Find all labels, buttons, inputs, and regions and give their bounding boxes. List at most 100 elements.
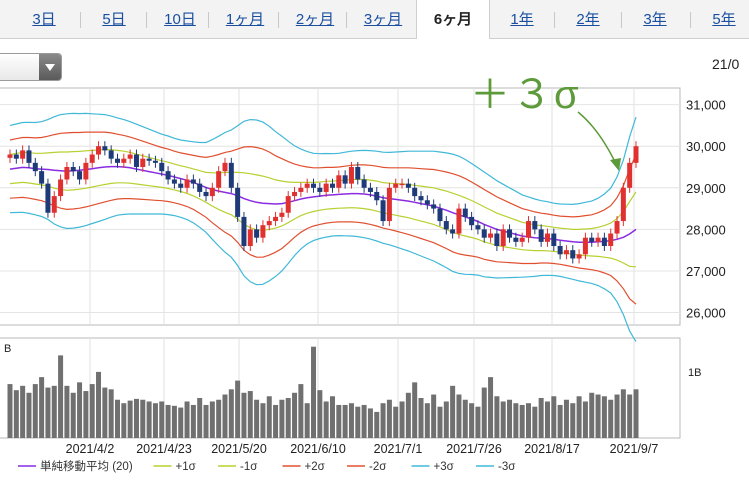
candle-body — [114, 158, 120, 163]
volume-bar — [526, 403, 532, 438]
y-tick-label: 27,000 — [686, 264, 726, 279]
volume-bar — [285, 398, 291, 438]
candle-body — [380, 200, 386, 222]
volume-bar — [627, 394, 633, 438]
volume-bar — [228, 389, 234, 438]
candle-body — [260, 225, 266, 238]
annotation-arrowhead — [610, 158, 621, 171]
candle-body — [121, 158, 127, 163]
candle-body — [279, 212, 285, 217]
x-tick-label: 2021/5/20 — [211, 442, 267, 456]
candle-body — [171, 179, 177, 184]
candle-body — [519, 237, 525, 242]
candle-body — [342, 175, 348, 184]
volume-bar — [494, 396, 500, 438]
volume-bar — [317, 390, 323, 438]
volume-bar — [159, 401, 165, 438]
chevron-down-icon[interactable] — [39, 54, 61, 80]
x-tick-label: 2021/4/2 — [66, 442, 115, 456]
volume-bar — [437, 406, 443, 438]
legend-label: +3σ — [434, 461, 454, 473]
volume-bar — [323, 401, 329, 438]
candle-body — [228, 162, 234, 188]
tab-1[interactable]: 5日 — [102, 11, 126, 28]
x-tick-label: 2021/4/23 — [136, 442, 192, 456]
price-plot-frame — [0, 87, 681, 326]
plus-3sigma-line — [9, 112, 637, 206]
volume-bar — [544, 401, 550, 438]
candle-body — [367, 187, 373, 192]
period-tab-bar: 3日 5日 10日 1ヶ月 2ヶ月 3ヶ月 6ヶ月 1年 2年 3年 5年 — [0, 0, 749, 39]
tab-7[interactable]: 1年 — [510, 11, 534, 28]
tab-3[interactable]: 1ヶ月 — [225, 11, 265, 28]
candle-body — [51, 196, 57, 213]
candle-body — [159, 162, 165, 172]
volume-bar — [83, 391, 89, 438]
candle-body — [184, 179, 190, 188]
volume-bar — [380, 403, 386, 438]
candle-body — [481, 229, 487, 238]
candle-body — [431, 204, 437, 209]
volume-bar — [386, 399, 392, 438]
legend-label: 単純移動平均 (20) — [40, 459, 133, 473]
y-tick-label: 26,000 — [686, 306, 726, 321]
volume-bar — [146, 401, 152, 438]
volume-bar — [178, 407, 184, 438]
volume-bar — [260, 403, 266, 438]
volume-bar — [279, 399, 285, 438]
tab-4[interactable]: 2ヶ月 — [295, 11, 335, 28]
volume-bar — [595, 394, 601, 438]
candle-body — [608, 233, 614, 246]
volume-bar — [469, 403, 475, 438]
tab-2[interactable]: 10日 — [164, 11, 196, 28]
volume-bar — [39, 377, 45, 438]
volume-bar — [551, 396, 557, 438]
tab-6[interactable]: 6ヶ月 — [416, 0, 490, 39]
volume-bar — [235, 380, 241, 438]
candle-body — [178, 183, 184, 188]
volume-bar — [532, 406, 538, 438]
volume-bar — [241, 392, 247, 438]
volume-bar — [481, 387, 487, 438]
tab-separator — [346, 12, 347, 28]
volume-bar — [171, 405, 177, 438]
tab-separator — [278, 12, 279, 28]
candle-body — [83, 162, 89, 180]
candle-body — [102, 146, 108, 151]
candle-body — [203, 191, 209, 197]
tab-5[interactable]: 3ヶ月 — [363, 11, 403, 28]
plus-1sigma-line — [9, 148, 637, 230]
candle-body — [197, 183, 203, 192]
volume-bar — [140, 399, 146, 438]
volume-bar — [538, 398, 544, 438]
candle-body — [285, 196, 291, 213]
tab-separator — [80, 12, 81, 28]
tab-8[interactable]: 2年 — [576, 11, 600, 28]
volume-bar — [58, 355, 64, 438]
candle-body — [273, 216, 279, 222]
x-tick-label: 2021/9/7 — [610, 442, 659, 456]
candle-body — [620, 187, 626, 222]
volume-bar — [582, 401, 588, 438]
candle-body — [361, 179, 367, 188]
tab-10[interactable]: 5年 — [712, 11, 736, 28]
legend-label: -2σ — [369, 461, 386, 473]
volume-bar — [500, 401, 506, 438]
volume-bar — [190, 404, 196, 438]
volume-bar — [254, 399, 260, 438]
volume-bar — [197, 398, 203, 438]
indicator-select[interactable] — [0, 53, 62, 81]
candle-body — [551, 233, 557, 246]
volume-bar — [77, 382, 83, 438]
volume-bar — [133, 398, 139, 438]
candle-body — [26, 150, 32, 163]
legend-label: +1σ — [176, 461, 196, 473]
tab-9[interactable]: 3年 — [643, 11, 667, 28]
volume-bar — [13, 390, 19, 438]
volume-bar — [184, 401, 190, 438]
volume-bar — [311, 346, 317, 438]
volume-bar — [513, 403, 519, 438]
candle-body — [190, 179, 196, 184]
volume-unit-label: B — [4, 343, 11, 355]
tab-0[interactable]: 3日 — [32, 11, 56, 28]
